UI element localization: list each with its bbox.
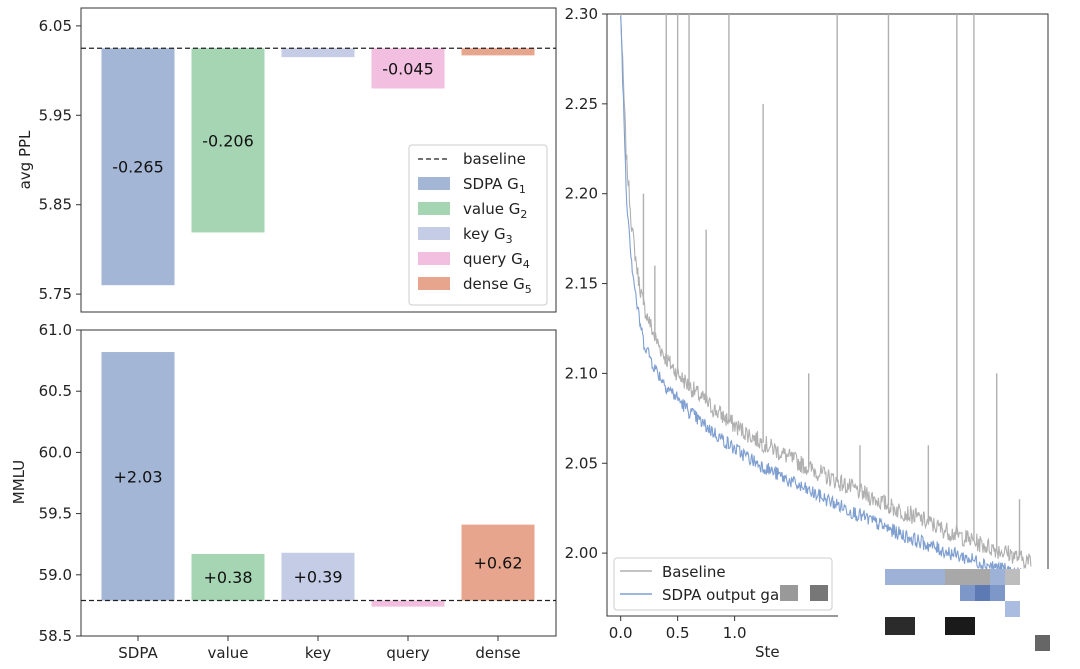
bar-value [191,48,265,233]
legend-gated-label: SDPA output ga [662,586,779,604]
overlay-block [945,569,990,585]
loss-ytick-label: 2.00 [565,544,598,562]
legend-swatch-query [418,252,450,265]
mmlu-ylabel: MMLU [10,460,28,504]
loss-xtick-label: 1.0 [723,624,747,642]
legend-label-SDPA: SDPA G1 [463,175,526,196]
loss-ytick-label: 2.25 [565,95,598,113]
overlay-block [885,617,915,635]
ppl-ylabel: avg PPL [16,130,34,189]
loss-ytick-label: 2.05 [565,454,598,472]
loss-xticks: 0.0 0.5 1.0 [609,616,747,642]
loss-lines [620,14,1032,584]
bar-value [191,553,265,601]
legend-label-key: key G3 [463,225,513,246]
series-baseline [620,14,1032,570]
pixelated-overlay [780,569,1080,669]
loss-ytick-label: 2.20 [565,185,598,203]
overlay-block [1005,569,1020,585]
loss-legend: Baseline SDPA output ga [613,557,833,611]
loss-yticks: 2.00 2.05 2.10 2.15 2.20 2.25 2.30 [565,5,607,562]
ytick-label: 5.95 [39,106,72,124]
bar-key [281,552,355,601]
mmlu-yticks: 58.5 59.0 59.5 60.0 60.5 61.0 [39,321,81,645]
legend-swatch-key [418,227,450,240]
loss-panel: 2.00 2.05 2.10 2.15 2.20 2.25 2.30 0.0 0.5 1.0 S… [565,5,1080,669]
legend-swatch-value [418,202,450,215]
bar-dense [461,524,535,601]
ytick-label: 6.05 [39,17,72,35]
loss-ytick-label: 2.30 [565,5,598,23]
mmlu-panel: MMLU 58.5 59.0 59.5 60.0 60.5 61.0 +2.03 +0.38… [10,321,557,662]
loss-axes-frame [606,13,1049,617]
bar-label-value: +0.38 [203,568,252,587]
ytick-label: 60.0 [39,443,72,461]
overlay-block [1035,635,1050,651]
overlay-block [975,585,990,601]
bar-query [371,48,445,89]
legend-swatch-dense [418,277,450,290]
overlay-block [1005,601,1020,617]
ppl-yticks: 5.75 5.85 5.95 6.05 [39,17,81,303]
loss-ytick-label: 2.15 [565,275,598,293]
legend-label-dense: dense G5 [463,275,532,296]
ytick-label: 61.0 [39,321,72,339]
xtick-label-query: query [386,644,429,662]
overlay-block [810,585,828,601]
loss-xtick-label: 0.5 [666,624,690,642]
ytick-label: 5.85 [39,196,72,214]
ytick-label: 60.5 [39,382,72,400]
xtick-label-value: value [208,644,249,662]
mmlu-bar-labels: +2.03 +0.38 +0.39 +0.62 [113,467,522,587]
bar-label-SDPA: +2.03 [113,467,162,486]
ppl-panel: avg PPL 5.755.855.956.05 -0.265-0.206-0.… [16,7,557,313]
xtick-label-dense: dense [475,644,520,662]
loss-ytick-label: 2.10 [565,364,598,382]
series-sdpa-gated [620,15,1031,584]
ppl-bars [101,48,535,286]
bar-label-query: -0.045 [382,59,434,78]
bar-label-value: -0.206 [202,131,254,150]
mmlu-bars [101,352,535,607]
bar-label-key: +0.39 [293,568,342,587]
ppl-legend: baseline SDPA G1 value G2 key G3 query G4 den… [408,144,548,306]
loss-xtick-label: 0.0 [609,624,633,642]
bar-SDPA [101,48,175,286]
legend-baseline-label: Baseline [662,563,726,581]
bar-key [281,48,355,58]
bar-query [371,600,445,607]
ppl-bar-labels: -0.265 -0.206 -0.045 [112,59,434,176]
overlay-block [945,617,975,635]
loss-legend-box [613,557,833,611]
bar-SDPA [101,352,175,601]
ytick-label: 59.5 [39,505,72,523]
legend-label-value: value G2 [463,200,527,221]
legend-swatch-SDPA [418,177,450,190]
legend-label-baseline: baseline [463,150,526,168]
bar-label-SDPA: -0.265 [112,158,164,177]
xtick-label-SDPA: SDPA [118,644,158,662]
bar-dense [461,48,535,56]
ytick-label: 5.75 [39,285,72,303]
bar-label-dense: +0.62 [473,554,522,573]
ytick-label: 59.0 [39,566,72,584]
loss-xlabel: Ste [755,643,780,661]
ytick-label: 58.5 [39,627,72,645]
overlay-block [780,585,798,601]
legend-label-query: query G4 [463,250,530,271]
xtick-label-key: key [305,644,331,662]
mmlu-xticks: SDPA value key query dense [118,636,521,662]
